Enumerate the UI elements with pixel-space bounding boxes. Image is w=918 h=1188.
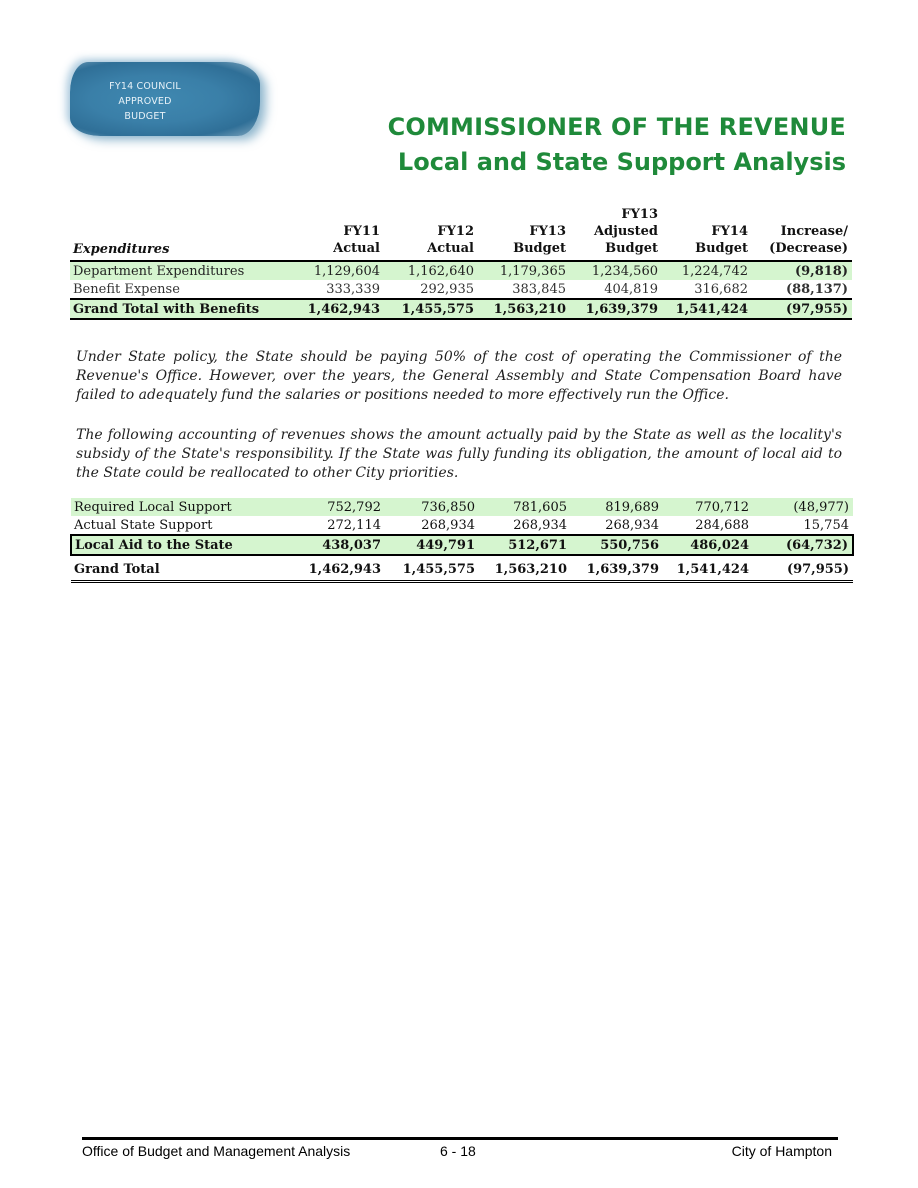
budget-badge-text: FY14 COUNCIL APPROVED BUDGET: [70, 79, 220, 124]
cell: 752,792: [303, 498, 385, 516]
cell: 333,339: [326, 281, 380, 297]
cell: 268,934: [513, 517, 567, 533]
cell: 383,845: [512, 281, 566, 297]
cell: 268,934: [605, 517, 659, 533]
table-row: Actual State Support 272,114 268,934 268…: [71, 516, 853, 535]
cell: 1,541,424: [663, 560, 753, 583]
support-table: Required Local Support 752,792 736,850 7…: [70, 498, 854, 583]
cell: 404,819: [604, 281, 658, 297]
cell: 284,688: [695, 517, 749, 533]
table-row: Local Aid to the State 438,037 449,791 5…: [70, 534, 854, 556]
cell: 770,712: [663, 498, 753, 516]
cell: 781,605: [479, 498, 571, 516]
expenditures-label: Expenditures: [73, 242, 170, 257]
accounting-paragraph: The following accounting of revenues sho…: [76, 427, 842, 481]
cell: 1,639,379: [570, 299, 662, 319]
table-row: Benefit Expense 333,339 292,935 383,845 …: [70, 280, 852, 299]
table-row: Required Local Support 752,792 736,850 7…: [71, 498, 853, 516]
policy-paragraph: Under State policy, the State should be …: [76, 349, 842, 403]
cell: 1,563,210: [479, 560, 571, 583]
row-label: Required Local Support: [71, 498, 303, 516]
cell: 1,179,365: [478, 261, 570, 280]
cell: 316,682: [694, 281, 748, 297]
cell: (88,137): [785, 281, 848, 297]
page-title-line1: COMMISSIONER OF THE REVENUE: [387, 113, 846, 141]
cell: (97,955): [753, 560, 853, 583]
cell: (48,977): [753, 498, 853, 516]
cell: 1,162,640: [384, 261, 478, 280]
footer-office: Office of Budget and Management Analysis: [82, 1143, 351, 1159]
footer-divider: [82, 1137, 838, 1140]
cell: 292,935: [420, 281, 474, 297]
column-header: FY13 Budget: [513, 224, 566, 256]
cell: 1,563,210: [478, 299, 570, 319]
cell: 486,024: [663, 534, 753, 556]
cell: 1,224,742: [662, 261, 752, 280]
cell: (64,732): [753, 534, 854, 556]
footer-page-number: 6 - 18: [440, 1143, 476, 1159]
cell: 15,754: [803, 517, 850, 533]
cell: 438,037: [303, 534, 385, 556]
badge-line: BUDGET: [124, 111, 166, 122]
table-row: Department Expenditures 1,129,604 1,162,…: [70, 261, 852, 280]
cell: 1,462,943: [303, 560, 385, 583]
column-header: FY13 Adjusted Budget: [593, 207, 658, 256]
cell: 1,455,575: [385, 560, 479, 583]
cell: 550,756: [571, 534, 663, 556]
cell: 449,791: [385, 534, 479, 556]
expenditures-header-row: Expenditures FY11 Actual FY12 Actual FY13 B…: [70, 206, 852, 261]
cell: 1,639,379: [571, 560, 663, 583]
column-header: FY11 Actual: [333, 224, 380, 256]
cell: 1,541,424: [662, 299, 752, 319]
cell: 1,129,604: [302, 261, 384, 280]
row-label: Department Expenditures: [70, 261, 302, 280]
page-title: COMMISSIONER OF THE REVENUE Local and St…: [388, 111, 846, 181]
cell: 1,455,575: [384, 299, 478, 319]
table-row: Grand Total with Benefits 1,462,943 1,45…: [70, 299, 852, 319]
expenditures-table: Expenditures FY11 Actual FY12 Actual FY13 B…: [70, 206, 852, 320]
cell: 736,850: [385, 498, 479, 516]
page-title-line2: Local and State Support Analysis: [397, 148, 846, 176]
badge-line: APPROVED: [118, 96, 172, 107]
cell: (97,955): [752, 299, 852, 319]
cell: 512,671: [479, 534, 571, 556]
budget-badge: [70, 62, 260, 136]
cell: 1,462,943: [302, 299, 384, 319]
row-label: Actual State Support: [74, 517, 213, 533]
table-row: Grand Total 1,462,943 1,455,575 1,563,21…: [71, 560, 853, 583]
cell: 272,114: [327, 517, 381, 533]
row-label: Local Aid to the State: [70, 534, 303, 556]
badge-line: FY14 COUNCIL: [109, 81, 181, 92]
column-header: FY12 Actual: [427, 224, 474, 256]
row-label: Grand Total with Benefits: [70, 299, 302, 319]
row-label: Benefit Expense: [73, 281, 180, 297]
cell: (9,818): [752, 261, 852, 280]
cell: 819,689: [571, 498, 663, 516]
cell: 1,234,560: [570, 261, 662, 280]
column-header: Increase/(Decrease): [769, 224, 848, 256]
footer-city: City of Hampton: [731, 1143, 832, 1159]
cell: 268,934: [421, 517, 475, 533]
column-header: FY14 Budget: [695, 224, 748, 256]
row-label: Grand Total: [71, 560, 303, 583]
